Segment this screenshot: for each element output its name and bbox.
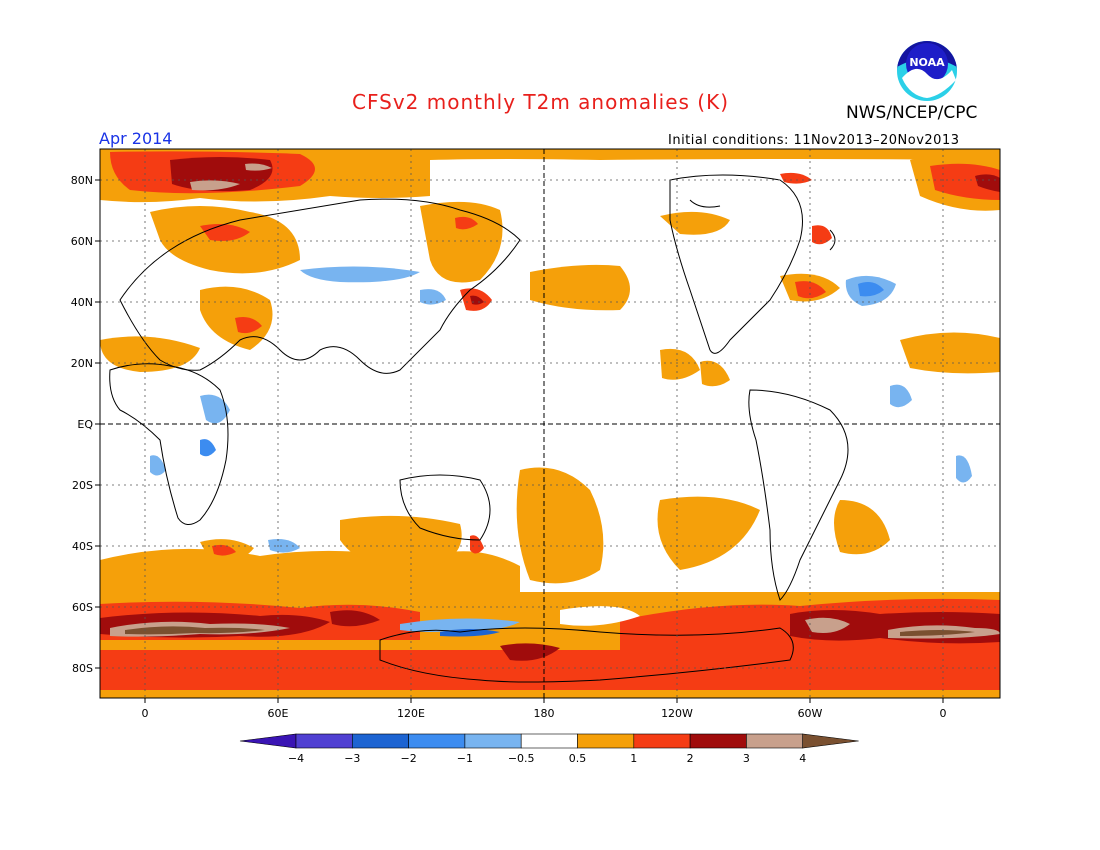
colorbar-box bbox=[746, 733, 804, 749]
map-title: CFSv2 monthly T2m anomalies (K) bbox=[352, 90, 729, 114]
colorbar-box bbox=[295, 733, 353, 749]
colorbar-box bbox=[689, 733, 747, 749]
lon-label-120w: 120W bbox=[661, 707, 693, 720]
lon-label-0-right: 0 bbox=[940, 707, 947, 720]
lat-label-80s: 80S bbox=[72, 662, 93, 675]
colorbar-box bbox=[577, 733, 635, 749]
colorbar-level-label: −3 bbox=[344, 752, 360, 765]
colorbar-level-label: 1 bbox=[630, 752, 637, 765]
lon-label-180: 180 bbox=[534, 707, 555, 720]
lat-label-20s: 20S bbox=[72, 479, 93, 492]
lon-label-60e: 60E bbox=[268, 707, 289, 720]
colorbar: −4 −3 −2 −1 −0.5 0.5 1 2 3 4 bbox=[239, 733, 859, 765]
agency-label: NWS/NCEP/CPC bbox=[846, 103, 978, 123]
colorbar-box bbox=[520, 733, 578, 749]
lat-label-80n: 80N bbox=[71, 174, 93, 187]
anomaly-fields bbox=[100, 149, 1000, 698]
lon-label-120e: 120E bbox=[397, 707, 425, 720]
colorbar-box bbox=[351, 733, 409, 749]
noaa-logo-icon: NOAA bbox=[897, 41, 957, 101]
colorbar-level-label: −1 bbox=[457, 752, 473, 765]
lat-label-40n: 40N bbox=[71, 296, 93, 309]
lat-label-20n: 20N bbox=[71, 357, 93, 370]
colorbar-level-label: −2 bbox=[400, 752, 416, 765]
lat-label-40s: 40S bbox=[72, 540, 93, 553]
coastlines bbox=[100, 174, 849, 683]
logo-text: NOAA bbox=[909, 56, 945, 69]
lon-label-0-left: 0 bbox=[142, 707, 149, 720]
colorbar-box bbox=[464, 733, 522, 749]
lat-label-eq: EQ bbox=[77, 418, 93, 431]
colorbar-level-label: −0.5 bbox=[508, 752, 535, 765]
equator-dateline bbox=[100, 149, 1000, 698]
colorbar-level-label: 2 bbox=[687, 752, 694, 765]
graticule bbox=[100, 149, 1000, 698]
colorbar-level-label: 3 bbox=[743, 752, 750, 765]
colorbar-level-label: 0.5 bbox=[569, 752, 587, 765]
initial-conditions-label: Initial conditions: 11Nov2013–20Nov2013 bbox=[668, 133, 960, 148]
lon-label-60w: 60W bbox=[798, 707, 823, 720]
colorbar-arrow-high bbox=[802, 733, 859, 749]
colorbar-box bbox=[633, 733, 691, 749]
lat-label-60s: 60S bbox=[72, 601, 93, 614]
lon-axis: 0 60E 120E 180 120W 60W 0 bbox=[142, 698, 947, 720]
lat-label-60n: 60N bbox=[71, 235, 93, 248]
colorbar-level-label: −4 bbox=[288, 752, 304, 765]
lat-axis: 80N 60N 40N 20N EQ 20S 40S 60S 80S bbox=[71, 174, 100, 675]
valid-month-label: Apr 2014 bbox=[99, 129, 173, 148]
colorbar-level-label: 4 bbox=[799, 752, 806, 765]
colorbar-box bbox=[408, 733, 466, 749]
colorbar-arrow-low bbox=[239, 733, 297, 749]
